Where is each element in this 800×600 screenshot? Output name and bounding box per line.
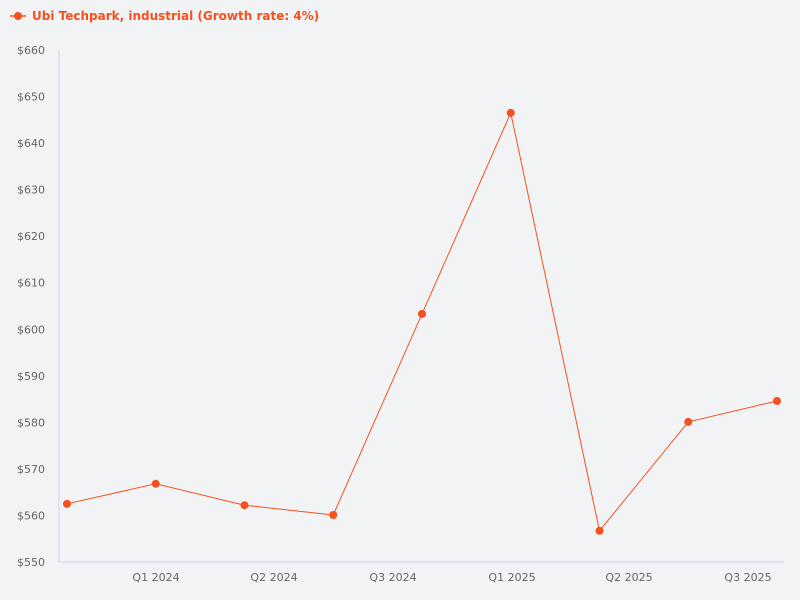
data-point[interactable]: [240, 501, 249, 510]
data-point[interactable]: [506, 108, 515, 117]
data-point[interactable]: [684, 417, 693, 426]
x-tick-label: Q3 2025: [724, 571, 771, 584]
x-tick-label: Q1 2025: [488, 571, 535, 584]
x-tick-label: Q1 2024: [132, 571, 179, 584]
series-line: [66, 111, 778, 532]
legend-item[interactable]: Ubi Techpark, industrial (Growth rate: 4…: [10, 9, 319, 23]
data-point[interactable]: [418, 309, 426, 318]
y-tick-label: $640: [17, 137, 45, 150]
y-tick-label: $560: [17, 509, 45, 522]
y-tick-label: $570: [17, 463, 45, 476]
y-tick-label: $580: [17, 416, 45, 429]
y-tick-label: $590: [17, 370, 45, 383]
data-point[interactable]: [773, 396, 781, 405]
y-tick-label: $660: [17, 44, 45, 57]
x-axis: Q1 2024 Q2 2024 Q3 2024 Q1 2025 Q2 2025 Q3 20…: [59, 561, 784, 584]
data-points: [63, 108, 781, 535]
x-tick-label: Q2 2025: [605, 571, 652, 584]
data-point[interactable]: [329, 510, 338, 519]
data-point[interactable]: [595, 526, 604, 535]
y-tick-label: $600: [17, 323, 45, 336]
y-tick-label: $550: [17, 556, 45, 569]
y-tick-label: $650: [17, 91, 45, 104]
y-axis: $550 $560 $570 $580 $590 $600 $610 $620 $630 $640…: [17, 44, 60, 569]
data-point[interactable]: [151, 479, 160, 488]
y-tick-label: $630: [17, 184, 45, 197]
x-tick-label: Q3 2024: [369, 571, 416, 584]
data-point[interactable]: [63, 499, 71, 508]
y-tick-label: $610: [17, 277, 45, 290]
line-marker-icon: [10, 12, 26, 20]
y-tick-label: $620: [17, 230, 45, 243]
x-tick-label: Q2 2024: [250, 571, 297, 584]
legend-label: Ubi Techpark, industrial (Growth rate: 4…: [32, 9, 320, 23]
